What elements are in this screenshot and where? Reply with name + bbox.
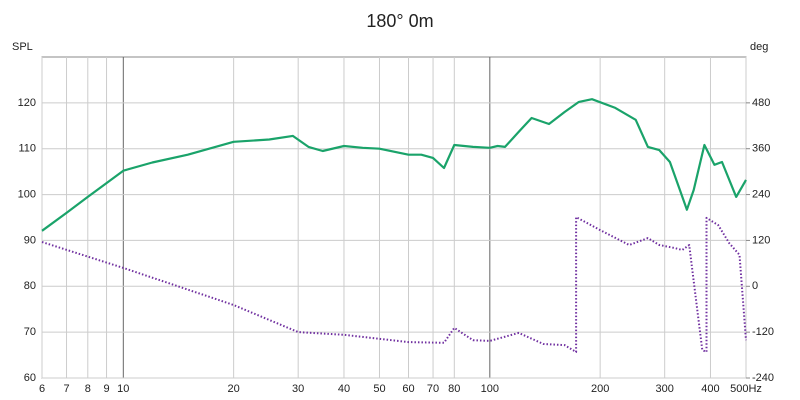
y-tick-label: 110 — [18, 143, 36, 155]
x-tick-label: 6 — [39, 383, 45, 395]
plot-frame — [41, 56, 747, 379]
x-tick-label: 80 — [448, 383, 460, 395]
chart-title: 180° 0m — [366, 11, 433, 31]
x-tick-label: 10 — [117, 383, 129, 395]
x-tick-label: 50 — [373, 383, 385, 395]
y2-tick-label: 360 — [752, 143, 770, 155]
x-tick-label: 8 — [85, 383, 91, 395]
y2-tick-label: 240 — [752, 188, 770, 200]
series-line — [41, 216, 747, 353]
x-tick-label: 70 — [427, 383, 439, 395]
x-tick-label: 60 — [402, 383, 414, 395]
x-tick-label: 7 — [63, 383, 69, 395]
x-tick-label: 100 — [481, 383, 499, 395]
series-line — [41, 98, 747, 232]
x-tick-label: 20 — [228, 383, 240, 395]
y-tick-label: 60 — [24, 372, 36, 384]
y2-tick-label: -240 — [752, 372, 774, 384]
y-axis-label: SPL — [12, 41, 33, 53]
x-tick-label: 300 — [656, 383, 674, 395]
x-tick-label: 500Hz — [730, 383, 762, 395]
x-tick-label: 40 — [338, 383, 350, 395]
y2-axis-label: deg — [750, 41, 768, 53]
y-tick-label: 100 — [18, 188, 36, 200]
y-tick-label: 80 — [24, 280, 36, 292]
y-tick-label: 120 — [18, 97, 36, 109]
x-tick-label: 400 — [701, 383, 719, 395]
x-tick-label: 30 — [292, 383, 304, 395]
x-tick-label: 9 — [103, 383, 109, 395]
y2-tick-label: -120 — [752, 326, 774, 338]
y2-tick-label: 480 — [752, 97, 770, 109]
y-tick-label: 90 — [24, 234, 36, 246]
y-tick-label: 70 — [24, 326, 36, 338]
x-tick-label: 200 — [591, 383, 609, 395]
y2-tick-label: 0 — [752, 280, 758, 292]
y2-tick-label: 120 — [752, 234, 770, 246]
